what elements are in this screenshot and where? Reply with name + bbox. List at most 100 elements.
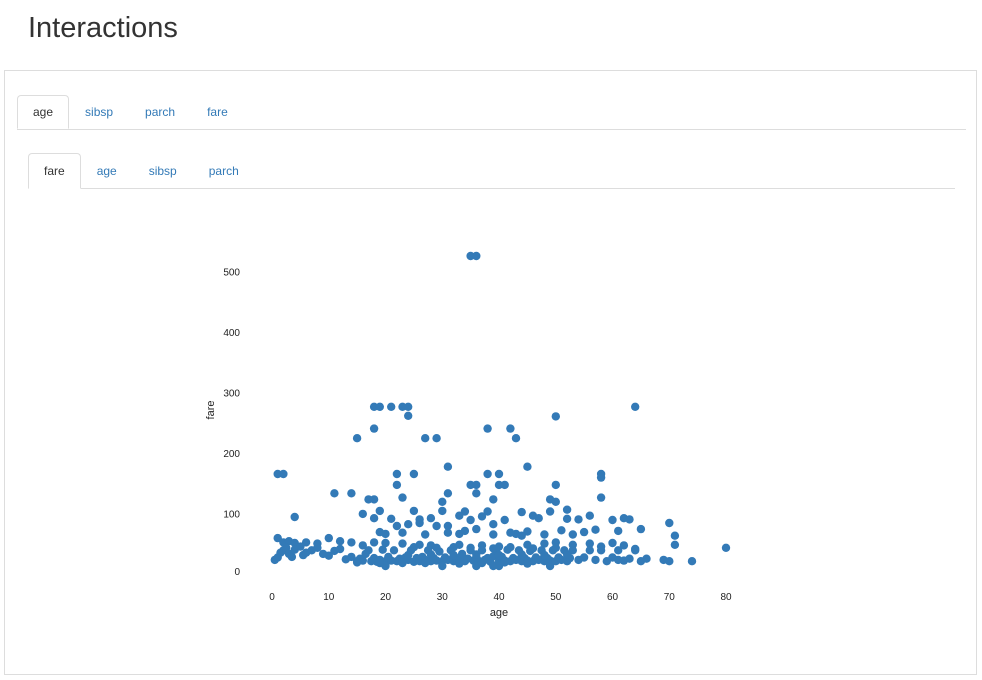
- y-tick-label: 0: [234, 567, 240, 578]
- x-axis-title: age: [490, 607, 508, 619]
- scatter-point: [585, 511, 594, 520]
- scatter-point: [551, 412, 560, 421]
- scatter-point: [494, 550, 504, 560]
- scatter-point: [562, 505, 572, 514]
- y-tick-label: 100: [223, 509, 240, 520]
- scatter-point: [523, 462, 532, 471]
- scatter-point: [369, 424, 379, 433]
- scatter-point: [483, 469, 492, 479]
- scatter-point: [404, 520, 413, 529]
- scatter-point: [432, 543, 441, 552]
- scatter-point: [608, 553, 617, 562]
- scatter-point: [398, 493, 407, 502]
- scatter-point: [358, 509, 367, 519]
- scatter-point: [506, 528, 515, 537]
- y-axis-title: fare: [205, 401, 217, 420]
- scatter-point: [585, 546, 594, 555]
- scatter-point: [614, 546, 623, 555]
- scatter-point: [375, 506, 384, 516]
- scatter-point: [472, 524, 481, 534]
- scatter-point: [392, 469, 402, 479]
- scatter-point: [545, 561, 555, 571]
- scatter-point: [438, 561, 447, 571]
- tab-outer-age[interactable]: age: [17, 95, 70, 129]
- tab-inner-fare[interactable]: fare: [28, 153, 81, 189]
- scatter-point: [392, 521, 402, 531]
- scatter-point: [290, 512, 299, 522]
- scatter-point: [335, 544, 345, 554]
- tab-inner-sibsp[interactable]: sibsp: [148, 164, 177, 178]
- y-tick-label: 200: [223, 449, 240, 460]
- scatter-point: [392, 480, 402, 490]
- interactions-panel: age sibsp parch fare fare age sibsp parc…: [4, 70, 977, 675]
- scatter-point: [378, 545, 387, 554]
- scatter-point: [591, 525, 600, 534]
- scatter-point: [273, 533, 282, 543]
- scatter-point: [347, 552, 356, 562]
- scatter-point: [387, 514, 396, 523]
- x-axis-ticks: 0 10 20 30 40 50 60 70 80: [269, 592, 732, 603]
- scatter-point: [347, 538, 356, 547]
- y-tick-label: 400: [223, 328, 240, 339]
- scatter-point: [369, 538, 379, 547]
- scatter-point: [517, 507, 526, 517]
- scatter-point: [426, 550, 436, 559]
- scatter-point: [389, 546, 399, 555]
- scatter-point: [369, 495, 379, 504]
- scatter-point: [375, 558, 384, 568]
- scatter-point: [568, 530, 577, 539]
- scatter-point: [665, 518, 674, 528]
- tab-inner-parch[interactable]: parch: [208, 164, 239, 178]
- scatter-point: [409, 469, 419, 479]
- scatter-point: [398, 539, 407, 548]
- scatter-point: [489, 544, 498, 553]
- scatter-point: [500, 515, 509, 525]
- scatter-point: [596, 473, 606, 482]
- scatter-point: [449, 550, 458, 560]
- x-tick-label: 60: [607, 592, 619, 603]
- scatter-point: [381, 529, 390, 539]
- scatter-point: [614, 526, 623, 536]
- scatter-point: [506, 543, 515, 552]
- tab-outer-fare[interactable]: fare: [207, 105, 228, 119]
- scatter-point: [551, 497, 560, 506]
- scatter-point: [619, 541, 629, 550]
- scatter-point: [381, 538, 390, 548]
- scatter-point: [517, 531, 526, 540]
- scatter-point: [398, 528, 407, 537]
- scatter-point: [506, 424, 515, 433]
- scatter-point: [591, 555, 600, 565]
- tab-outer-parch[interactable]: parch: [145, 105, 176, 119]
- scatter-point: [438, 497, 447, 506]
- scatter-point: [489, 530, 498, 539]
- scatter-point: [523, 559, 532, 568]
- scatter-point: [398, 558, 407, 568]
- scatter-point: [279, 469, 288, 479]
- scatter-point: [449, 543, 458, 552]
- scatter-point: [665, 557, 674, 566]
- scatter-point: [670, 531, 680, 540]
- scatter-point: [596, 493, 606, 502]
- scatter-point: [511, 434, 521, 443]
- scatter-point: [421, 558, 430, 568]
- tab-outer-sibsp[interactable]: sibsp: [85, 105, 114, 119]
- scatter-point: [574, 515, 583, 524]
- scatter-point: [324, 533, 333, 543]
- scatter-point: [421, 530, 430, 539]
- scatter-point: [625, 515, 634, 524]
- scatter-point: [335, 537, 345, 546]
- scatter-point: [352, 434, 362, 443]
- scatter-point: [324, 551, 333, 560]
- scatter-point: [608, 515, 617, 525]
- scatter-point: [443, 521, 453, 531]
- scatter-point: [404, 411, 413, 420]
- tab-inner-age[interactable]: age: [96, 164, 117, 178]
- scatter-point: [287, 552, 297, 562]
- x-tick-label: 80: [720, 592, 732, 603]
- x-tick-label: 70: [664, 592, 676, 603]
- scatter-point: [483, 424, 492, 433]
- scatter-point: [557, 526, 566, 535]
- scatter-point: [631, 402, 640, 411]
- scatter-point: [631, 546, 640, 555]
- scatter-point: [551, 480, 560, 490]
